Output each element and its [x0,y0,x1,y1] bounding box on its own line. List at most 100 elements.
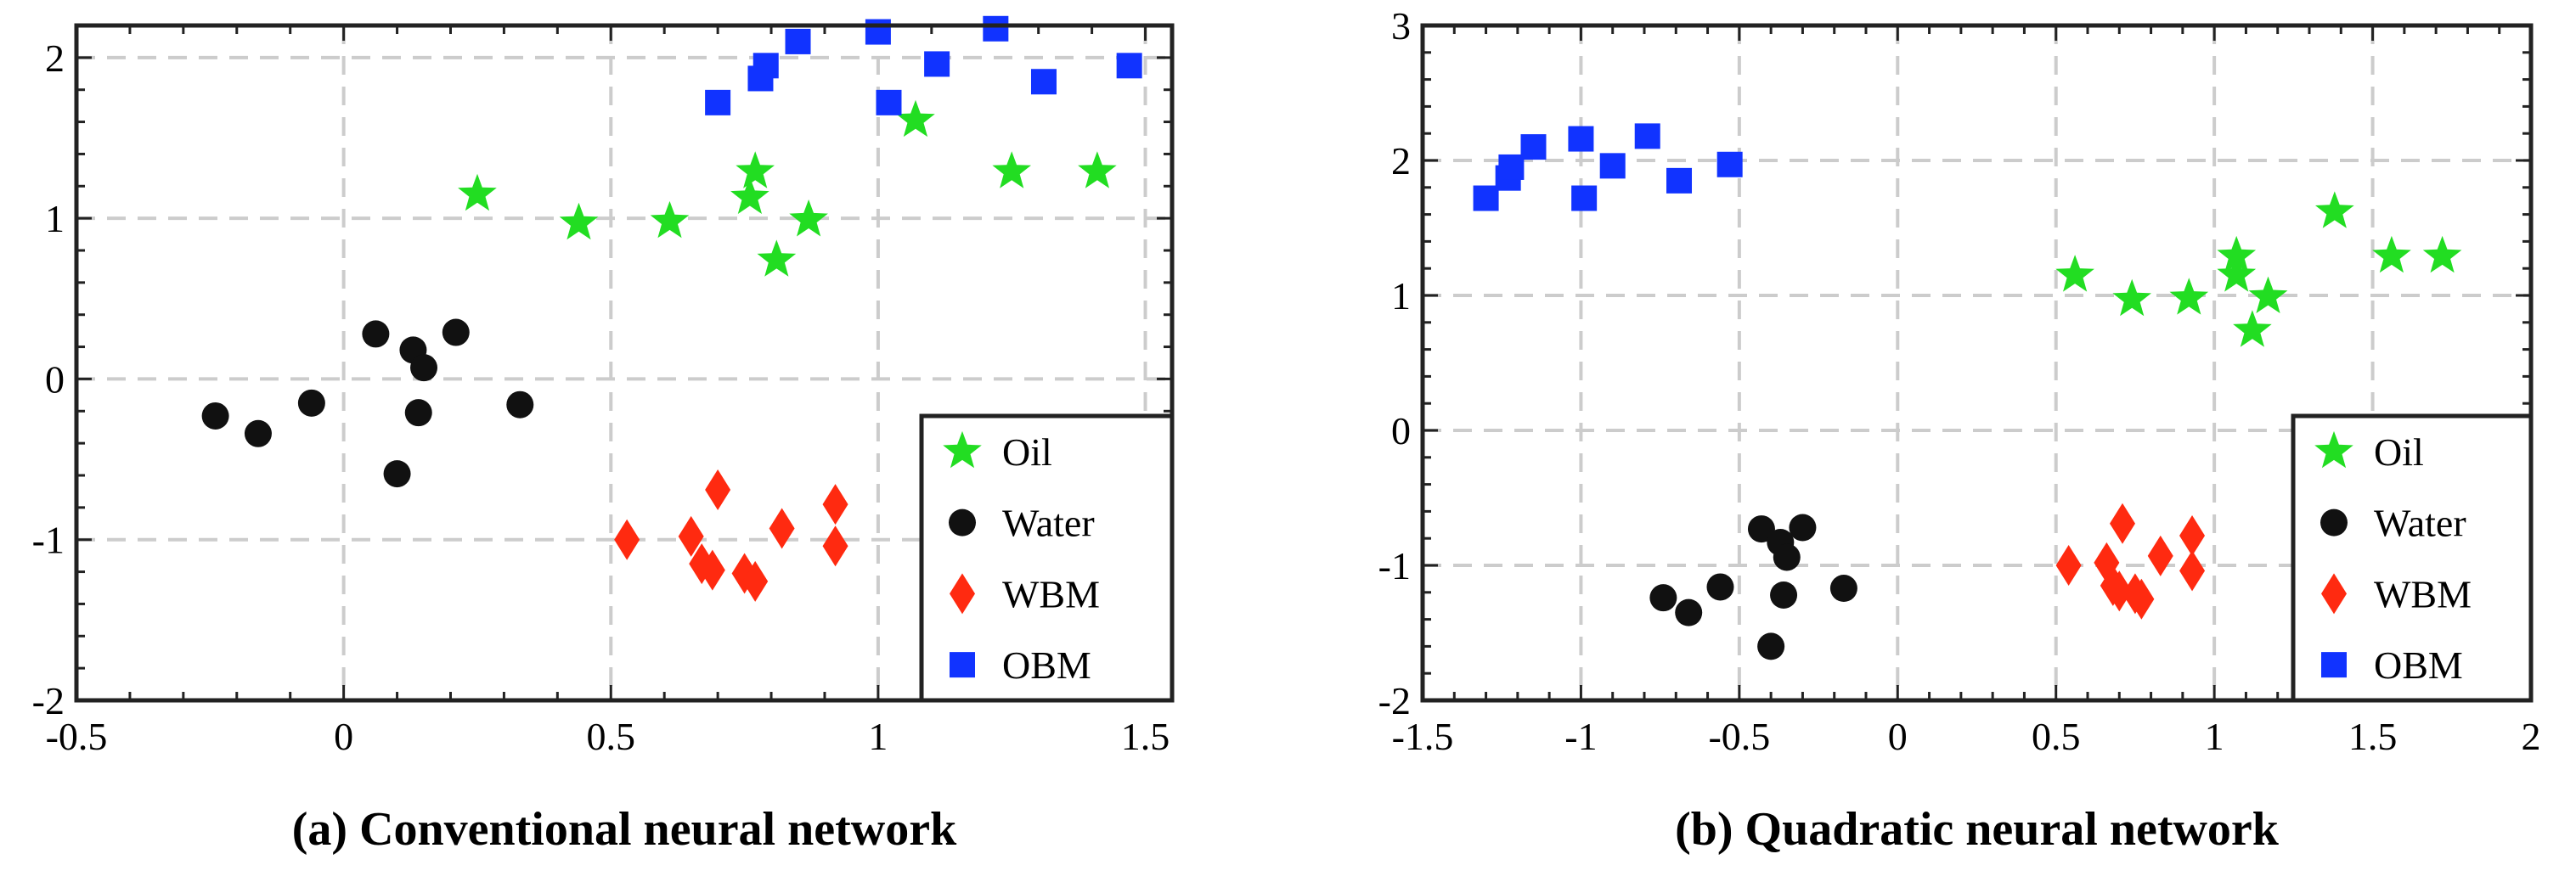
y-tick-label: 1 [1391,274,1411,317]
legend: Oil Water WBM OBM [919,413,1175,703]
point-water [297,389,325,417]
x-tick-label: 1 [868,715,888,758]
point-obm [1473,185,1499,211]
point-wbm [742,560,769,602]
y-tick-label: -1 [32,519,65,562]
legend-label-obm: OBM [1002,643,1091,687]
point-obm [1498,154,1525,180]
point-water [1757,632,1785,660]
point-obm [1568,126,1594,152]
point-oil [2372,235,2411,273]
x-tick-label: 0.5 [587,715,636,758]
point-oil [757,239,797,277]
legend-marker-obm [950,652,975,678]
point-obm [1666,167,1693,194]
legend-marker-oil [2314,430,2353,469]
legend-marker-obm [2321,652,2347,678]
x-tick-label: -1.5 [1392,715,1454,758]
point-wbm [2106,570,2133,612]
series-oil [458,99,1117,277]
point-obm [1116,53,1142,79]
point-water [1675,598,1703,626]
legend-label-wbm: WBM [1002,572,1100,615]
point-oil [736,151,775,188]
chart-panel-b: -1.5 -1 -0.5 0 0.5 1 1.5 2 -2 -1 0 1 2 3 Oil Water WBM OB… [1378,4,2541,856]
point-oil [789,199,828,237]
point-water [404,399,432,427]
legend-label-oil: Oil [1002,430,1052,474]
point-obm [1634,123,1660,149]
point-wbm [705,469,731,511]
point-oil [458,173,497,211]
point-wbm [699,549,725,591]
y-tick-label: -2 [32,679,65,722]
point-obm [1599,153,1626,179]
point-oil [2217,255,2257,292]
point-water [1770,581,1798,609]
point-oil [559,202,599,240]
point-obm [1571,185,1598,211]
chart-caption: (b) Quadratic neural network [1675,803,2280,856]
x-tick-label: 0 [1888,715,1908,758]
point-obm [983,15,1009,42]
point-water [506,390,534,419]
point-wbm [2179,515,2206,557]
point-obm [753,53,779,79]
y-tick-label: 1 [45,197,65,240]
point-oil [2422,235,2462,273]
point-oil [992,151,1031,188]
chart-caption: (a) Conventional neural network [292,803,957,856]
point-oil [896,99,935,138]
x-tick-label: 0 [334,715,353,758]
point-wbm [678,515,704,557]
chart-panel-a: -0.5 0 0.5 1 1.5 -2 -1 0 1 2 Oil Water WBM OBM (a) Con… [32,15,1175,856]
point-oil [2055,255,2094,292]
y-tick-label: 0 [45,357,65,401]
point-wbm [2179,550,2206,592]
point-wbm [2128,578,2155,620]
series-water [201,318,534,488]
legend-marker-wbm [950,573,975,615]
point-water [362,320,390,348]
axes-frame [74,23,1175,703]
point-oil [2233,310,2272,347]
point-wbm [2055,545,2082,586]
legend-label-water: Water [2374,502,2466,545]
x-tick-label: -1 [1564,715,1597,758]
point-oil [2217,235,2257,273]
legend-marker-water [949,508,976,537]
point-obm [1030,69,1057,95]
point-water [1789,514,1817,542]
point-water [244,419,272,447]
legend-marker-wbm [2321,573,2347,615]
point-wbm [769,508,795,549]
x-tick-label: -0.5 [1708,715,1770,758]
legend: Oil Water WBM OBM [2291,413,2534,703]
point-water [1773,543,1801,571]
y-tick-label: -2 [1378,679,1411,722]
y-tick-label: -1 [1378,544,1411,587]
point-obm [924,51,950,77]
point-obm [705,89,731,115]
x-tick-label: 1.5 [2348,715,2398,758]
point-water [1747,515,1775,543]
y-tick-label: 2 [1391,139,1411,183]
axes-frame [1420,23,2534,703]
point-water [1649,584,1677,612]
x-tick-label: 1.5 [1121,715,1170,758]
point-wbm [2147,535,2173,576]
point-wbm [2110,503,2136,544]
y-tick-label: 2 [45,37,65,80]
point-water [383,460,411,488]
point-wbm [822,525,848,567]
series-obm [1473,123,1743,211]
point-water [201,402,229,430]
point-water [410,354,438,382]
x-tick-label: 1 [2205,715,2224,758]
legend-label-obm: OBM [2374,643,2463,687]
point-water [1706,573,1734,601]
point-obm [876,89,902,115]
legend-marker-oil [943,430,982,469]
point-obm [865,19,891,45]
point-oil [1078,151,1117,188]
